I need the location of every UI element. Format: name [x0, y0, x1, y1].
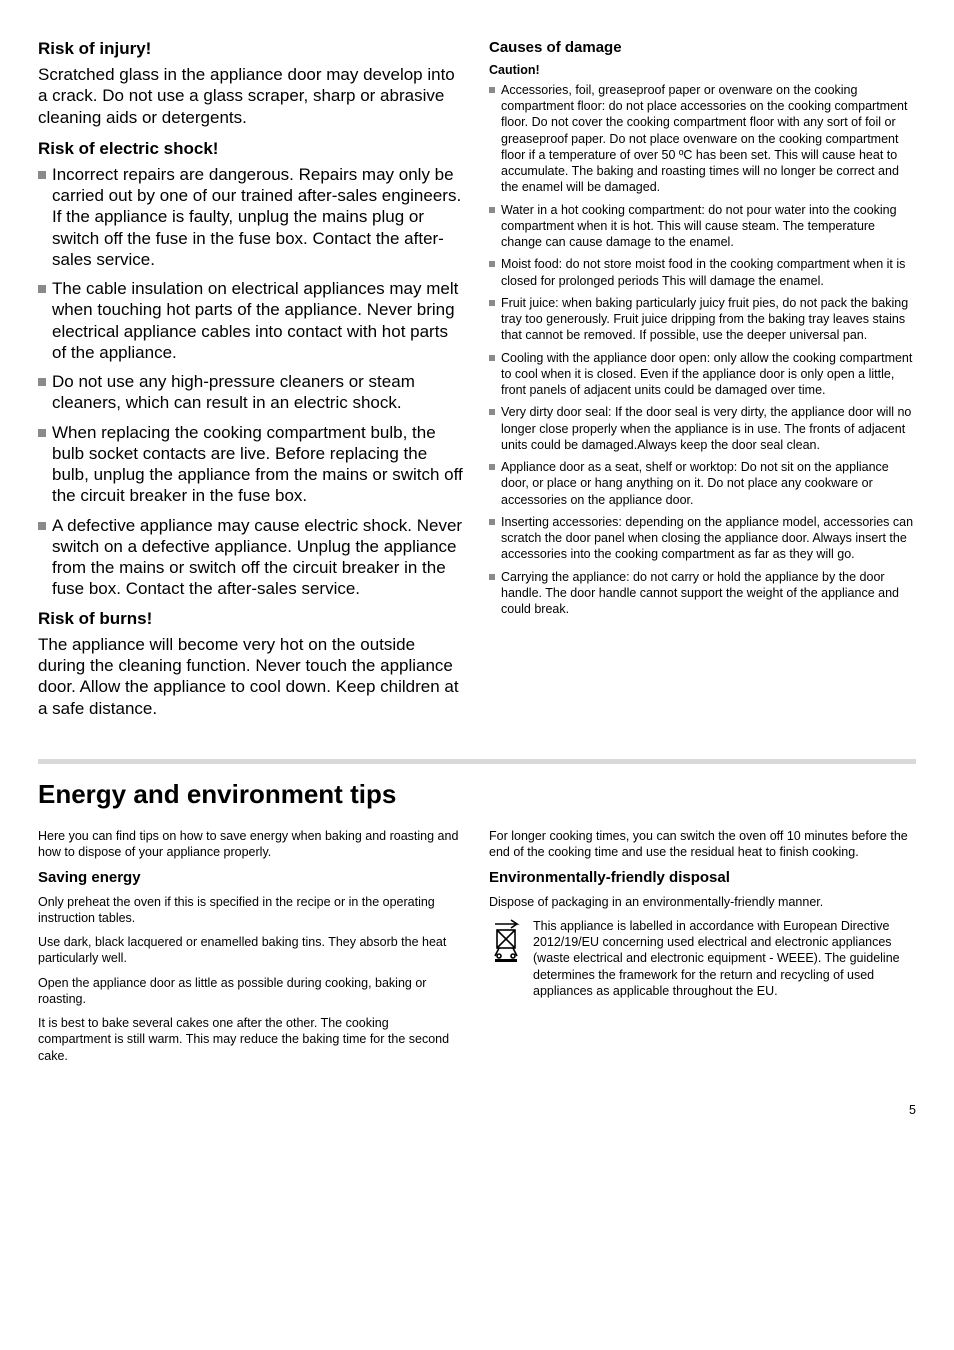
- list-text: Incorrect repairs are dangerous. Repairs…: [52, 164, 465, 270]
- list-text: Moist food: do not store moist food in t…: [501, 256, 916, 289]
- page-number: 5: [38, 1102, 916, 1118]
- list-text: Cooling with the appliance door open: on…: [501, 350, 916, 399]
- list-item: Appliance door as a seat, shelf or workt…: [489, 459, 916, 508]
- list-text: Water in a hot cooking compartment: do n…: [501, 202, 916, 251]
- upper-columns: Risk of injury! Scratched glass in the a…: [38, 38, 916, 729]
- list-item: Cooling with the appliance door open: on…: [489, 350, 916, 399]
- bullet-icon: [489, 519, 495, 525]
- list-text: The cable insulation on electrical appli…: [52, 278, 465, 363]
- bullet-icon: [489, 300, 495, 306]
- list-item: Carrying the appliance: do not carry or …: [489, 569, 916, 618]
- weee-icon: [489, 918, 523, 999]
- bullet-icon: [489, 87, 495, 93]
- lower-left-column: Here you can find tips on how to save en…: [38, 828, 465, 1072]
- disposal-heading: Environmentally-friendly disposal: [489, 868, 916, 888]
- bullet-icon: [489, 409, 495, 415]
- left-column: Risk of injury! Scratched glass in the a…: [38, 38, 465, 729]
- list-item: A defective appliance may cause electric…: [38, 515, 465, 600]
- risk-shock-list: Incorrect repairs are dangerous. Repairs…: [38, 164, 465, 600]
- bullet-icon: [38, 429, 46, 437]
- bullet-icon: [489, 207, 495, 213]
- bullet-icon: [489, 355, 495, 361]
- list-item: Accessories, foil, greaseproof paper or …: [489, 82, 916, 196]
- disposal-intro: Dispose of packaging in an environmental…: [489, 894, 916, 910]
- lower-right-column: For longer cooking times, you can switch…: [489, 828, 916, 1072]
- caution-label: Caution!: [489, 62, 916, 78]
- list-text: Carrying the appliance: do not carry or …: [501, 569, 916, 618]
- saving-energy-heading: Saving energy: [38, 868, 465, 888]
- risk-injury-heading: Risk of injury!: [38, 38, 465, 60]
- list-text: Fruit juice: when baking particularly ju…: [501, 295, 916, 344]
- weee-block: This appliance is labelled in accordance…: [489, 918, 916, 999]
- bullet-icon: [38, 285, 46, 293]
- causes-heading: Causes of damage: [489, 38, 916, 58]
- list-text: Do not use any high-pressure cleaners or…: [52, 371, 465, 414]
- list-item: The cable insulation on electrical appli…: [38, 278, 465, 363]
- saving-para: Open the appliance door as little as pos…: [38, 975, 465, 1008]
- list-item: Do not use any high-pressure cleaners or…: [38, 371, 465, 414]
- residual-heat-para: For longer cooking times, you can switch…: [489, 828, 916, 861]
- right-column: Causes of damage Caution! Accessories, f…: [489, 38, 916, 729]
- list-item: Very dirty door seal: If the door seal i…: [489, 404, 916, 453]
- list-text: Appliance door as a seat, shelf or workt…: [501, 459, 916, 508]
- list-text: Very dirty door seal: If the door seal i…: [501, 404, 916, 453]
- saving-para: Only preheat the oven if this is specifi…: [38, 894, 465, 927]
- lower-columns: Here you can find tips on how to save en…: [38, 828, 916, 1072]
- list-text: Accessories, foil, greaseproof paper or …: [501, 82, 916, 196]
- bullet-icon: [489, 574, 495, 580]
- section-separator: [38, 759, 916, 764]
- list-text: Inserting accessories: depending on the …: [501, 514, 916, 563]
- list-item: Fruit juice: when baking particularly ju…: [489, 295, 916, 344]
- list-item: Moist food: do not store moist food in t…: [489, 256, 916, 289]
- list-item: Incorrect repairs are dangerous. Repairs…: [38, 164, 465, 270]
- risk-burns-heading: Risk of burns!: [38, 608, 465, 630]
- list-text: When replacing the cooking compartment b…: [52, 422, 465, 507]
- weee-text: This appliance is labelled in accordance…: [533, 918, 916, 999]
- list-item: Water in a hot cooking compartment: do n…: [489, 202, 916, 251]
- risk-injury-body: Scratched glass in the appliance door ma…: [38, 64, 465, 128]
- risk-burns-body: The appliance will become very hot on th…: [38, 634, 465, 719]
- bullet-icon: [38, 171, 46, 179]
- bullet-icon: [489, 464, 495, 470]
- energy-heading: Energy and environment tips: [38, 778, 916, 812]
- saving-para: Use dark, black lacquered or enamelled b…: [38, 934, 465, 967]
- saving-para: It is best to bake several cakes one aft…: [38, 1015, 465, 1064]
- bullet-icon: [38, 522, 46, 530]
- causes-list: Accessories, foil, greaseproof paper or …: [489, 82, 916, 618]
- bullet-icon: [489, 261, 495, 267]
- energy-intro: Here you can find tips on how to save en…: [38, 828, 465, 861]
- list-text: A defective appliance may cause electric…: [52, 515, 465, 600]
- list-item: When replacing the cooking compartment b…: [38, 422, 465, 507]
- bullet-icon: [38, 378, 46, 386]
- risk-shock-heading: Risk of electric shock!: [38, 138, 465, 160]
- list-item: Inserting accessories: depending on the …: [489, 514, 916, 563]
